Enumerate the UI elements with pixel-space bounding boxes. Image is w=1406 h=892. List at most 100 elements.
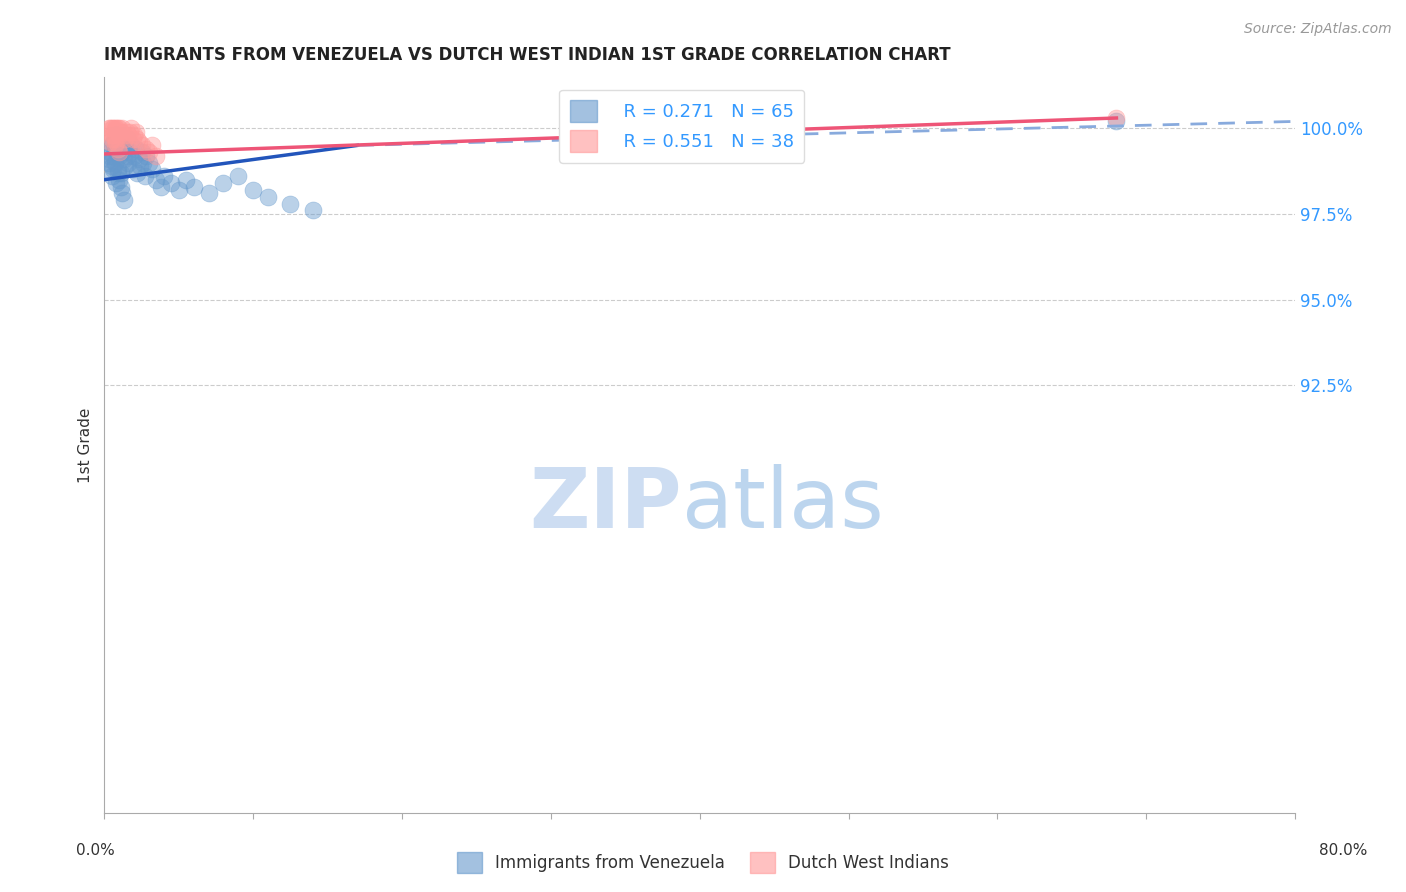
Point (301, 203, 323, 218)
Point (124, 142, 146, 156)
Point (183, 179, 205, 194)
Point (104, 138, 127, 153)
Point (107, 142, 129, 156)
Point (110, 166, 132, 180)
Point (118, 125, 141, 139)
Point (104, 155, 127, 169)
Point (134, 169, 156, 184)
Point (111, 135, 134, 149)
Point (104, 121, 127, 136)
Point (108, 128, 131, 142)
Point (107, 138, 129, 153)
Point (228, 169, 250, 184)
Point (135, 149, 157, 163)
Point (108, 149, 131, 163)
Point (108, 135, 131, 149)
Legend:   R = 0.271   N = 65,   R = 0.551   N = 38: R = 0.271 N = 65, R = 0.551 N = 38 (560, 89, 804, 162)
Point (98, 145, 121, 160)
Point (104, 142, 127, 156)
Point (105, 176, 128, 190)
Point (98, 135, 121, 149)
Point (145, 149, 167, 163)
Point (167, 183, 190, 197)
Point (97, 152, 120, 166)
Point (122, 128, 145, 142)
Point (138, 155, 160, 169)
Point (114, 131, 136, 145)
Text: 80.0%: 80.0% (1319, 843, 1367, 858)
Point (107, 125, 129, 139)
Point (138, 145, 160, 160)
Point (101, 121, 124, 136)
Point (103, 135, 125, 149)
Point (197, 186, 219, 201)
Point (128, 135, 150, 149)
Point (104, 131, 127, 145)
Point (110, 142, 132, 156)
Point (98, 149, 121, 163)
Point (115, 125, 138, 139)
Point (128, 152, 150, 166)
Point (112, 138, 135, 153)
Text: Source: ZipAtlas.com: Source: ZipAtlas.com (1244, 22, 1392, 37)
Point (145, 172, 167, 186)
Point (105, 135, 128, 149)
Point (111, 186, 134, 201)
Text: 0.0%: 0.0% (76, 843, 115, 858)
Point (105, 128, 128, 142)
Point (115, 149, 138, 163)
Text: IMMIGRANTS FROM VENEZUELA VS DUTCH WEST INDIAN 1ST GRADE CORRELATION CHART: IMMIGRANTS FROM VENEZUELA VS DUTCH WEST … (104, 46, 950, 64)
Point (107, 162, 129, 177)
Point (114, 142, 136, 156)
Point (160, 176, 183, 190)
Point (149, 179, 172, 194)
Point (131, 145, 153, 160)
Point (101, 159, 124, 173)
Point (127, 166, 149, 180)
Point (104, 131, 127, 145)
Point (280, 196, 302, 211)
Point (141, 138, 163, 153)
Y-axis label: 1st Grade: 1st Grade (79, 408, 93, 483)
Point (1105, 114, 1128, 128)
Point (110, 125, 132, 139)
Point (111, 145, 134, 160)
Point (101, 128, 124, 142)
Point (118, 145, 141, 160)
Point (120, 121, 142, 136)
Point (114, 159, 136, 173)
Point (107, 121, 129, 136)
Text: atlas: atlas (682, 464, 883, 545)
Point (121, 131, 143, 145)
Point (257, 190, 280, 204)
Point (101, 169, 124, 184)
Point (103, 128, 125, 142)
Point (1105, 111, 1128, 125)
Point (107, 166, 129, 180)
Point (101, 131, 124, 145)
Point (112, 152, 135, 166)
Point (127, 131, 149, 145)
Point (174, 172, 197, 186)
Point (131, 138, 153, 153)
Point (242, 183, 264, 197)
Point (105, 121, 128, 136)
Point (117, 155, 139, 169)
Point (97, 155, 120, 169)
Point (120, 138, 142, 153)
Point (124, 125, 146, 139)
Point (110, 179, 132, 194)
Point (97, 121, 120, 136)
Point (98, 121, 121, 136)
Point (108, 121, 131, 136)
Text: ZIP: ZIP (529, 464, 682, 545)
Point (129, 159, 152, 173)
Point (153, 169, 176, 184)
Point (115, 131, 138, 145)
Point (108, 172, 131, 186)
Point (111, 121, 134, 136)
Point (141, 162, 163, 177)
Point (112, 128, 135, 142)
Point (117, 128, 139, 142)
Point (135, 142, 157, 156)
